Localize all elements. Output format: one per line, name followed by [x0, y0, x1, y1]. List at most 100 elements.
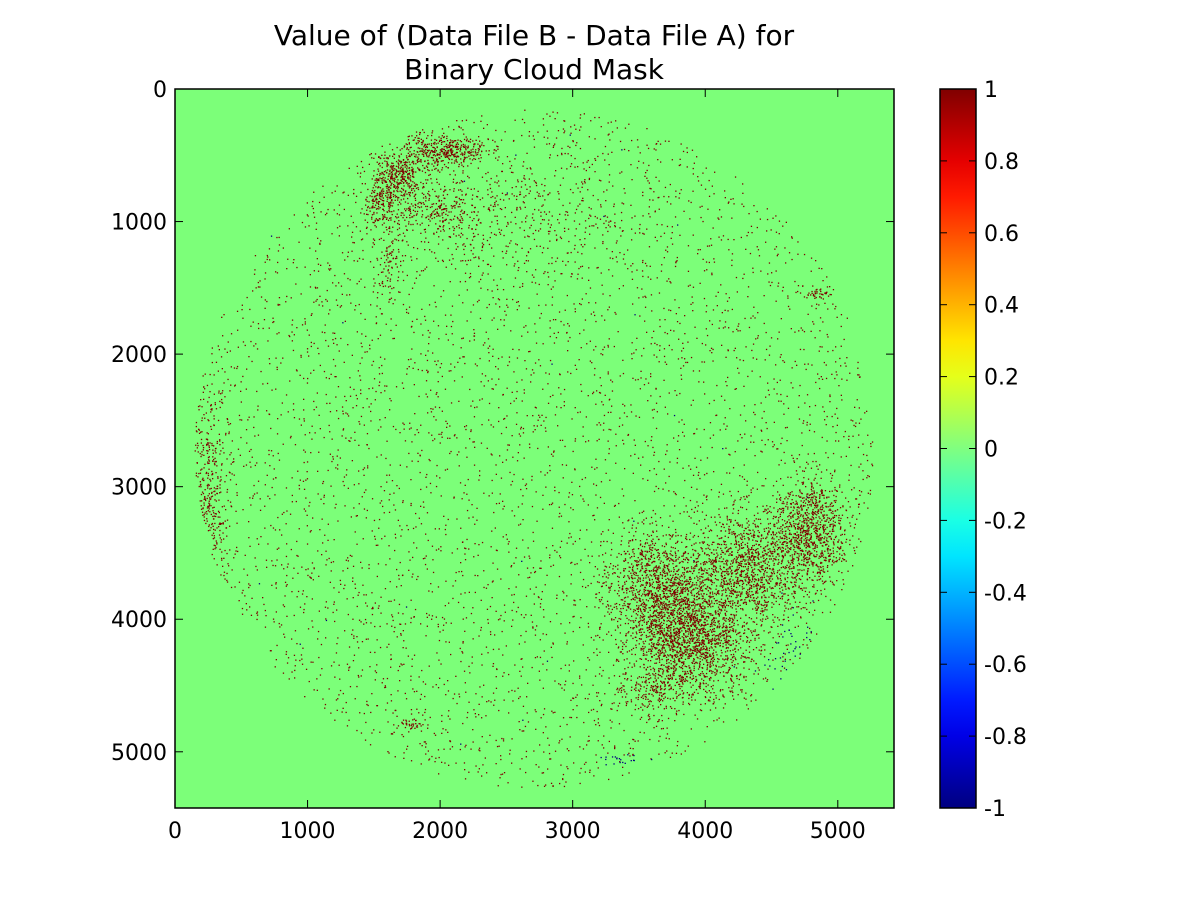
heatmap-cell [737, 624, 739, 626]
heatmap-cell [427, 371, 429, 374]
heatmap-cell [779, 379, 781, 381]
heatmap-cell [675, 691, 677, 693]
heatmap-cell [808, 611, 810, 613]
heatmap-cell [458, 400, 460, 402]
heatmap-cell [516, 357, 519, 359]
heatmap-cell [451, 552, 453, 554]
heatmap-cell [579, 129, 581, 131]
heatmap-cell [398, 578, 400, 580]
heatmap-cell [563, 689, 565, 691]
heatmap-cell [718, 666, 720, 668]
heatmap-cell [653, 330, 655, 332]
heatmap-cell [517, 506, 520, 508]
heatmap-cell [460, 660, 462, 663]
heatmap-cell [579, 529, 581, 531]
heatmap-cell [510, 484, 512, 486]
heatmap-cell [857, 361, 859, 364]
heatmap-cell [486, 306, 488, 309]
heatmap-cell [491, 319, 493, 321]
heatmap-cell [569, 134, 571, 136]
heatmap-cell [459, 647, 461, 650]
heatmap-cell [647, 382, 650, 384]
heatmap-cell [658, 292, 661, 294]
heatmap-cell [497, 328, 499, 330]
heatmap-cell [491, 454, 493, 456]
heatmap-cell [509, 160, 511, 163]
heatmap-cell [351, 633, 353, 636]
heatmap-cell [755, 609, 757, 611]
heatmap-cell [352, 577, 354, 579]
heatmap-cell [509, 242, 511, 244]
heatmap-cell [449, 281, 451, 283]
heatmap-cell [486, 772, 488, 774]
heatmap-cell [322, 542, 324, 544]
heatmap-cell [734, 648, 736, 650]
heatmap-cell [776, 381, 778, 384]
heatmap-cell [727, 635, 729, 637]
heatmap-cell [236, 494, 238, 496]
heatmap-cell [630, 265, 632, 267]
heatmap-cell [542, 494, 544, 496]
heatmap-cell [497, 368, 499, 370]
heatmap-cell [782, 660, 784, 662]
heatmap-cell [463, 356, 465, 358]
heatmap-cell [622, 439, 624, 441]
heatmap-cell [636, 597, 638, 599]
heatmap-cell [435, 684, 437, 686]
heatmap-cell [689, 642, 691, 644]
heatmap-cell [810, 632, 812, 634]
heatmap-cell [703, 297, 706, 300]
heatmap-cell [451, 263, 453, 265]
heatmap-cell [481, 176, 484, 178]
heatmap-cell [655, 679, 657, 681]
heatmap-cell [722, 721, 725, 723]
heatmap-cell [297, 590, 300, 593]
heatmap-cell [845, 365, 847, 367]
heatmap-cell [503, 620, 505, 622]
heatmap-cell [584, 771, 586, 773]
heatmap-cell [402, 500, 404, 502]
heatmap-cell [361, 641, 364, 643]
heatmap-cell [308, 355, 310, 357]
heatmap-cell [376, 664, 378, 666]
heatmap-cell [609, 226, 611, 228]
heatmap-cell [286, 584, 288, 586]
heatmap-cell [274, 494, 276, 496]
heatmap-cell [779, 513, 781, 515]
heatmap-cell [208, 420, 210, 422]
heatmap-cell [237, 329, 239, 331]
heatmap-cell [773, 444, 775, 446]
heatmap-cell [722, 664, 724, 666]
heatmap-cell [694, 620, 696, 622]
heatmap-cell [602, 639, 604, 641]
heatmap-cell [679, 192, 681, 195]
heatmap-cell [248, 450, 251, 452]
heatmap-cell [501, 773, 504, 775]
heatmap-cell [380, 392, 382, 394]
heatmap-cell [551, 502, 554, 504]
heatmap-cell [472, 304, 475, 306]
heatmap-cell [837, 417, 839, 419]
heatmap-cell [685, 505, 687, 507]
heatmap-cell [782, 286, 784, 288]
heatmap-cell [413, 654, 416, 656]
heatmap-cell [470, 430, 472, 433]
heatmap-cell [455, 571, 457, 574]
heatmap-cell [554, 711, 556, 713]
heatmap-cell [798, 454, 801, 456]
heatmap-cell [565, 680, 567, 682]
heatmap-cell [672, 643, 675, 645]
heatmap-cell [783, 413, 785, 415]
heatmap-cell [777, 578, 779, 580]
heatmap-cell [799, 348, 802, 351]
heatmap-cell [784, 601, 786, 603]
heatmap-cell [780, 400, 782, 402]
heatmap-cell [612, 257, 614, 260]
heatmap-cell [320, 264, 322, 266]
heatmap-cell [466, 289, 468, 291]
heatmap-cell [344, 630, 346, 632]
heatmap-cell [517, 260, 519, 262]
heatmap-cell [358, 421, 360, 423]
heatmap-cell [460, 562, 462, 564]
heatmap-cell [296, 596, 298, 598]
